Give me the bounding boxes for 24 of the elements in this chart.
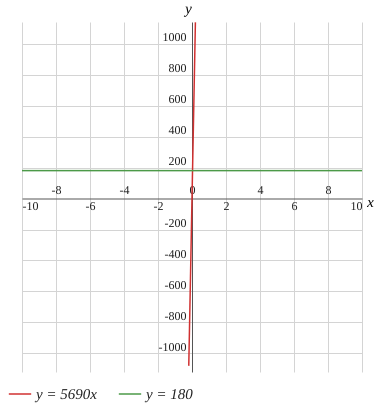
x-tick-label: 6	[292, 199, 298, 214]
y-axis-title: y	[183, 2, 192, 18]
x-tick-label: 10	[350, 199, 362, 214]
legend-label: y = 5690x	[34, 387, 98, 403]
y-tick-label: 400	[168, 123, 186, 138]
y-tick-label: 600	[168, 92, 186, 106]
legend-label: y = 180	[144, 387, 194, 403]
x2-tick-label: -8	[52, 183, 62, 198]
y-tick-label: -200	[164, 216, 186, 230]
y-tick-label: -600	[164, 278, 186, 292]
y-tick-label: -400	[164, 246, 186, 261]
y-tick-label: 1000	[162, 30, 186, 44]
x-tick-label: -6	[86, 199, 96, 214]
y-tick-label: 200	[168, 154, 186, 168]
x-tick-label: -2	[154, 199, 164, 214]
y-tick-label: -1000	[158, 340, 186, 354]
x-tick-label: 2	[224, 199, 230, 214]
y-tick-label: 800	[168, 61, 186, 76]
x2-tick-label: 8	[326, 183, 332, 198]
x-tick-label: -10	[22, 199, 38, 214]
x2-tick-label: -4	[120, 183, 130, 198]
y-tick-label: -800	[164, 308, 186, 323]
x2-tick-label: 4	[258, 183, 264, 198]
x-axis-title: x	[366, 195, 374, 212]
